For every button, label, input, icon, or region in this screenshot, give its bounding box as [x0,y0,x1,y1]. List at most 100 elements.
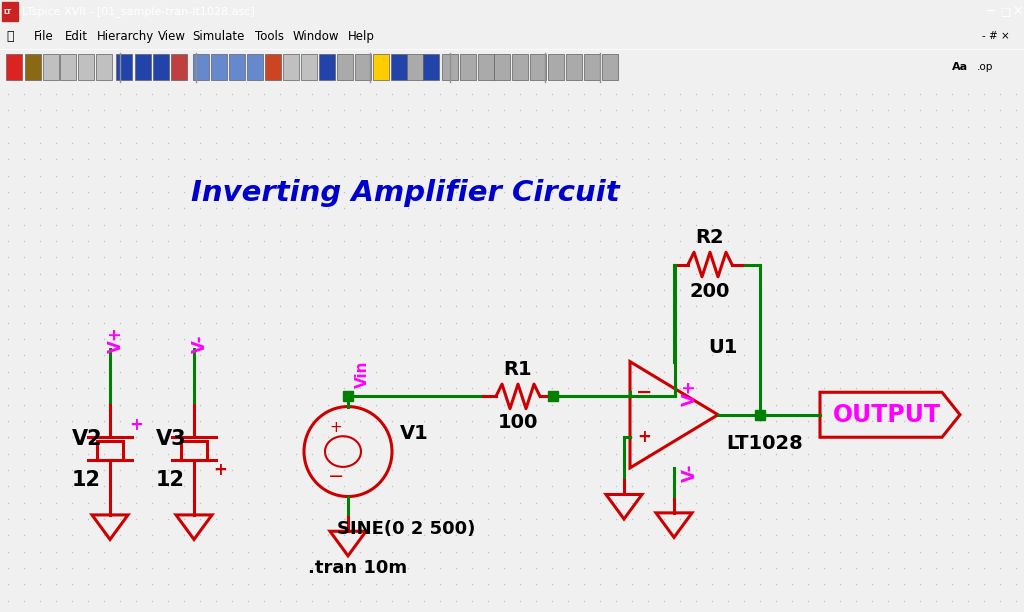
Point [368,171,384,181]
Point [848,547,864,556]
Point [0,105,16,115]
Point [848,236,864,246]
Point [783,563,800,573]
Point [703,498,720,507]
Point [911,318,928,327]
Point [80,383,96,393]
Point [1008,138,1024,148]
Point [911,400,928,409]
Point [15,547,32,556]
Point [160,367,176,377]
Point [928,236,944,246]
Point [399,514,416,524]
Point [800,531,816,540]
Point [608,122,625,132]
Bar [494,54,510,80]
Point [96,334,113,344]
Bar [43,54,59,80]
Point [416,105,432,115]
Point [816,122,833,132]
Point [208,187,224,197]
Point [928,596,944,606]
Point [416,514,432,524]
Point [32,563,48,573]
Point [96,416,113,426]
Point [783,171,800,181]
Text: V+: V+ [681,379,699,406]
Point [672,383,688,393]
Point [447,269,464,278]
Point [592,203,608,213]
Point [143,416,160,426]
Point [800,465,816,475]
Point [624,318,640,327]
Point [752,220,768,230]
Point [0,236,16,246]
Point [575,318,592,327]
Point [688,89,705,99]
Point [864,318,881,327]
Point [928,220,944,230]
Point [880,302,896,312]
Point [32,105,48,115]
Point [336,416,352,426]
Point [48,596,65,606]
Point [368,318,384,327]
Point [48,563,65,573]
Point [736,220,753,230]
Point [447,220,464,230]
Point [288,318,304,327]
Point [80,547,96,556]
Point [880,383,896,393]
Point [928,531,944,540]
Point [911,563,928,573]
Point [176,383,193,393]
Point [592,154,608,164]
Point [15,432,32,442]
Point [256,203,272,213]
Point [224,498,241,507]
Point [96,187,113,197]
Point [831,563,848,573]
Point [720,531,736,540]
Point [32,220,48,230]
Point [63,547,80,556]
Point [319,236,336,246]
Point [319,302,336,312]
Text: 12: 12 [156,470,185,490]
Point [208,105,224,115]
Point [288,449,304,458]
Point [544,580,560,589]
Bar [391,54,407,80]
Point [416,89,432,99]
Point [160,220,176,230]
Point [944,400,961,409]
Point [816,334,833,344]
Point [575,482,592,491]
Point [319,334,336,344]
Point [176,334,193,344]
Point [527,416,544,426]
Point [880,154,896,164]
Point [464,236,480,246]
Point [464,302,480,312]
Point [208,318,224,327]
Point [0,171,16,181]
Point [672,482,688,491]
Point [384,547,400,556]
Point [80,236,96,246]
Point [800,416,816,426]
Point [976,105,992,115]
Point [128,482,144,491]
Point [160,203,176,213]
Point [575,514,592,524]
Point [703,449,720,458]
Point [655,187,672,197]
Point [432,449,449,458]
Point [959,449,976,458]
Point [464,122,480,132]
Point [80,269,96,278]
Point [768,203,784,213]
Point [271,383,288,393]
Point [911,253,928,263]
